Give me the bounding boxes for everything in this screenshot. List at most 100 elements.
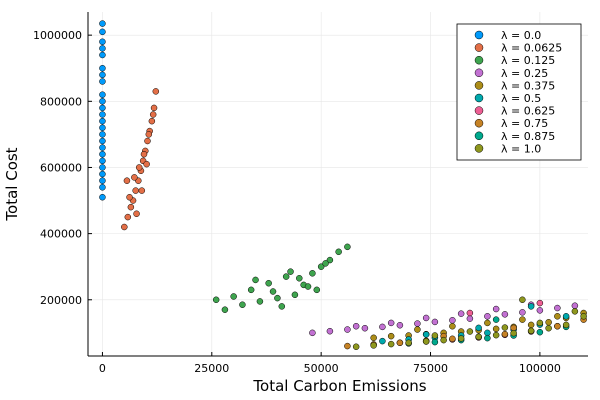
data-point (449, 317, 456, 324)
data-point (492, 331, 500, 339)
data-point (571, 302, 579, 309)
data-point (554, 322, 561, 330)
data-point (247, 286, 255, 294)
data-point (291, 291, 299, 299)
data-point (99, 150, 106, 158)
data-point (99, 111, 106, 118)
legend-label: λ = 0.25 (501, 67, 548, 80)
data-point (536, 299, 544, 307)
data-point (536, 307, 544, 314)
data-point (322, 260, 329, 267)
data-point (274, 294, 281, 302)
data-point (278, 303, 286, 310)
data-point (501, 324, 509, 331)
data-point (527, 303, 535, 310)
data-point (352, 322, 360, 330)
data-point (99, 144, 106, 151)
data-point (99, 78, 106, 85)
data-point (123, 177, 131, 184)
data-point (140, 150, 148, 158)
data-point (370, 342, 377, 349)
data-point (99, 193, 106, 201)
legend-marker (474, 118, 484, 128)
series-2 (212, 243, 351, 313)
legend-label: λ = 1.0 (501, 142, 541, 155)
data-point (99, 20, 106, 27)
data-point (99, 184, 106, 191)
data-point (370, 334, 377, 342)
data-point (344, 243, 351, 251)
data-point (554, 313, 561, 320)
data-point (121, 223, 128, 231)
data-point (492, 305, 500, 313)
data-point (396, 339, 404, 347)
data-point (396, 321, 404, 329)
data-point (269, 288, 277, 295)
data-point (431, 332, 439, 339)
data-point (99, 98, 106, 105)
data-point (99, 117, 106, 125)
data-point (344, 342, 351, 350)
data-point (545, 319, 552, 326)
data-point (466, 328, 474, 335)
legend-label: λ = 0.125 (501, 54, 555, 67)
data-point (99, 164, 106, 171)
data-point (449, 322, 456, 330)
data-point (510, 329, 517, 337)
data-point (379, 323, 386, 331)
data-point (99, 177, 106, 184)
data-point (422, 331, 430, 338)
data-point (99, 91, 106, 98)
legend-marker (474, 30, 484, 40)
y-axis-title: Total Cost (3, 147, 21, 221)
data-point (562, 313, 570, 320)
data-point (99, 124, 106, 132)
data-point (519, 316, 526, 323)
data-point (484, 334, 491, 342)
data-point (519, 296, 526, 304)
data-point (132, 187, 139, 194)
series-1 (121, 88, 160, 231)
data-point (313, 286, 321, 294)
series-0 (99, 20, 106, 201)
legend-marker (474, 55, 484, 65)
data-point (545, 324, 552, 332)
data-point (282, 273, 290, 280)
data-point (152, 88, 160, 95)
legend-marker (474, 68, 484, 78)
data-point (527, 327, 535, 335)
series-9 (352, 296, 587, 350)
data-point (99, 131, 106, 138)
legend-marker (474, 93, 484, 103)
x-tick-label: 75000 (413, 362, 448, 375)
data-point (475, 324, 482, 332)
data-point (554, 304, 561, 312)
legend-marker (474, 144, 484, 153)
data-point (431, 338, 439, 346)
legend-marker (474, 43, 484, 52)
data-point (287, 268, 294, 275)
legend-label: λ = 0.625 (501, 105, 555, 118)
data-point (135, 164, 143, 171)
data-point (519, 309, 526, 316)
y-tick-label: 800000 (40, 95, 82, 108)
data-point (335, 248, 342, 256)
data-point (212, 296, 220, 304)
data-point (148, 117, 156, 125)
axis-ticks: 0 25000 50000 75000 100000 200000 400000 600000… (33, 29, 561, 375)
legend-marker (474, 131, 484, 141)
data-point (387, 340, 395, 348)
data-point (387, 332, 395, 340)
data-point (457, 335, 465, 342)
data-point (150, 104, 158, 112)
data-point (501, 311, 509, 318)
data-point (252, 276, 259, 284)
data-point (326, 256, 334, 264)
legend-label: λ = 0.5 (501, 92, 541, 105)
y-tick-label: 200000 (40, 294, 82, 307)
data-point (131, 174, 138, 181)
legend-label: λ = 0.375 (501, 79, 555, 92)
data-point (449, 335, 456, 343)
